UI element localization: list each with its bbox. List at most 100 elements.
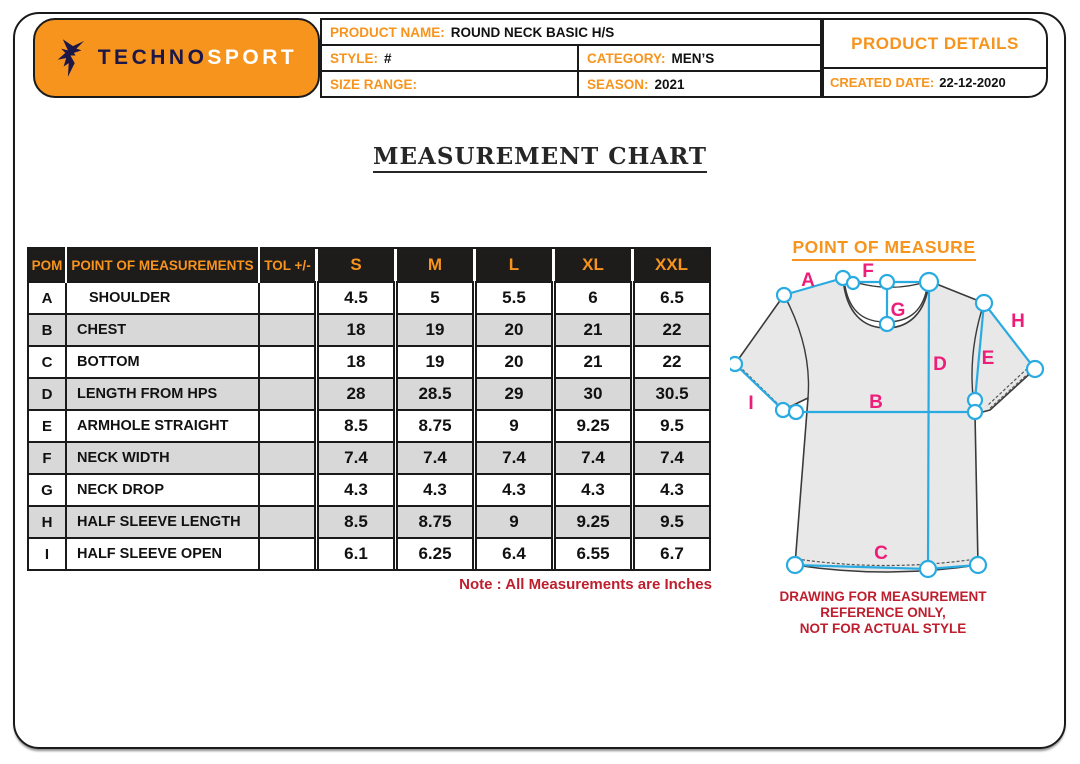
diagram-label-i: I [748,393,753,414]
table-header-row: POM POINT OF MEASUREMENTS TOL +/- S M L … [28,248,710,282]
product-details-box: PRODUCT DETAILS CREATED DATE: 22-12-2020 [822,18,1048,98]
column-gap [631,538,634,570]
size-value-cell: 28.5 [396,377,474,411]
tol-cell [258,377,316,411]
falcon-icon [56,36,90,80]
brand-logo: TECHNOSPORT [33,18,320,98]
pom-cell: A [27,281,67,315]
style-field: STYLE: # [322,46,577,70]
table-row: F NECK WIDTH 7.4 7.4 7.4 7.4 7.4 [27,441,711,475]
chart-title-wrap: MEASUREMENT CHART [0,143,1080,173]
pom-cell: F [27,441,67,475]
tol-cell [258,281,316,315]
pom-cell: E [27,409,67,443]
table-row: D LENGTH FROM HPS 28 28.5 29 30 30.5 [27,377,711,411]
size-value-cell: 8.5 [317,505,395,539]
measure-line-d [926,281,931,570]
column-gap [631,378,634,410]
column-gap [315,346,318,378]
column-gap [315,378,318,410]
column-gap [394,248,397,282]
measurement-label-cell: SHOULDER [65,281,260,315]
measurement-label-cell: HALF SLEEVE OPEN [65,537,260,571]
column-gap [315,248,318,282]
units-note: Note : All Measurements are Inches [459,576,712,593]
table-row: A SHOULDER 4.5 5 5.5 6 6.5 [27,281,711,315]
disclaimer-line: DRAWING FOR MEASUREMENT [779,589,987,604]
column-gap [552,282,555,314]
right-sleeve-stitch [986,364,1032,407]
diagram-label-h: H [1011,311,1025,332]
measurement-label-cell: BOTTOM [65,345,260,379]
column-gap [315,506,318,538]
size-value-cell: 9 [475,409,553,443]
drawing-disclaimer: DRAWING FOR MEASUREMENT REFERENCE ONLY, … [753,589,1013,638]
category-label: CATEGORY: [587,50,666,66]
size-value-cell: 6.1 [317,537,395,571]
table-row: C BOTTOM 18 19 20 21 22 [27,345,711,379]
size-value-cell: 29 [475,377,553,411]
page-border [13,12,1066,749]
size-value-cell: 6.4 [475,537,553,571]
diagram-label-e: E [982,348,995,369]
column-gap [552,410,555,442]
size-value-cell: 8.75 [396,505,474,539]
measure-point [1025,359,1045,379]
product-name-label: PRODUCT NAME: [330,24,445,40]
size-value-cell: 22 [633,313,711,347]
size-value-cell: 6.25 [396,537,474,571]
column-gap [394,378,397,410]
measure-point [774,401,792,419]
size-header-xxl: XXL [634,248,710,282]
column-gap [552,474,555,506]
tol-cell [258,345,316,379]
column-gap [315,538,318,570]
diagram-label-c: C [874,543,888,564]
tshirt-measurement-diagram: A F G D E H B I C [730,262,1045,579]
measure-line-e [973,302,986,401]
size-value-cell: 18 [317,345,395,379]
tol-cell [258,441,316,475]
size-value-cell: 6.5 [633,281,711,315]
created-date-value: 22-12-2020 [939,75,1006,90]
size-header-s: S [318,248,394,282]
size-header-xl: XL [555,248,631,282]
column-gap [631,442,634,474]
size-header-m: M [397,248,473,282]
column-gap [473,538,476,570]
style-label: STYLE: [330,50,379,66]
column-gap [315,474,318,506]
table-row: H HALF SLEEVE LENGTH 8.5 8.75 9 9.25 9.5 [27,505,711,539]
column-gap [394,506,397,538]
product-details-title: PRODUCT DETAILS [851,33,1019,53]
size-value-cell: 6.7 [633,537,711,571]
column-gap [394,346,397,378]
size-value-cell: 21 [554,345,632,379]
size-value-cell: 7.4 [396,441,474,475]
measure-point [918,559,938,579]
measure-point [878,315,896,333]
category-field: CATEGORY: MEN’S [577,46,820,70]
column-header-point: POINT OF MEASUREMENTS [66,248,260,282]
column-gap [631,410,634,442]
season-label: SEASON: [587,76,649,92]
measure-point [974,293,994,313]
pom-cell: B [27,313,67,347]
measure-point [785,555,805,575]
measure-point [878,273,896,291]
size-value-cell: 7.4 [633,441,711,475]
disclaimer-line: NOT FOR ACTUAL STYLE [799,621,967,637]
measure-point [845,275,861,291]
measure-point [968,555,988,575]
tol-cell [258,537,316,571]
size-header-l: L [476,248,552,282]
disclaimer-line: REFERENCE ONLY, [820,605,946,621]
column-gap [473,314,476,346]
brand-name-secondary: SPORT [207,46,298,69]
size-value-cell: 9.25 [554,505,632,539]
measure-point [730,355,744,373]
category-value: MEN’S [671,50,715,66]
size-value-cell: 30.5 [633,377,711,411]
tol-cell [258,473,316,507]
measure-point [787,403,805,421]
